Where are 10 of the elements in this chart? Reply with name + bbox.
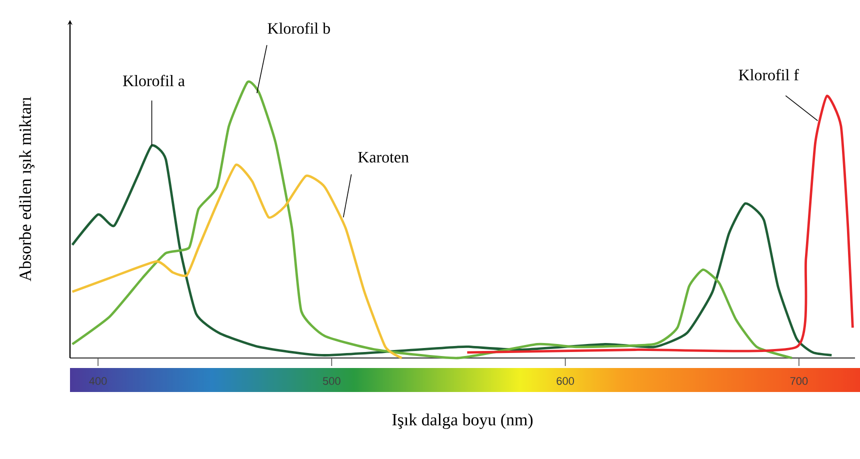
annotation: Klorofil a — [123, 74, 185, 86]
y-axis-title: Absorbe edilen ışık miktarı — [19, 96, 34, 282]
annotation: Klorofil b — [268, 22, 330, 34]
x-axis-title: Işık dalga boyu (nm) — [392, 414, 533, 429]
annotation: Karoten — [358, 152, 409, 163]
annotation: Klorofil f — [738, 69, 799, 80]
x-tick-label: 600 — [556, 377, 574, 385]
x-tick-label: 500 — [322, 377, 340, 385]
x-tick-label: 700 — [790, 377, 808, 385]
x-tick-label: 400 — [89, 377, 107, 385]
